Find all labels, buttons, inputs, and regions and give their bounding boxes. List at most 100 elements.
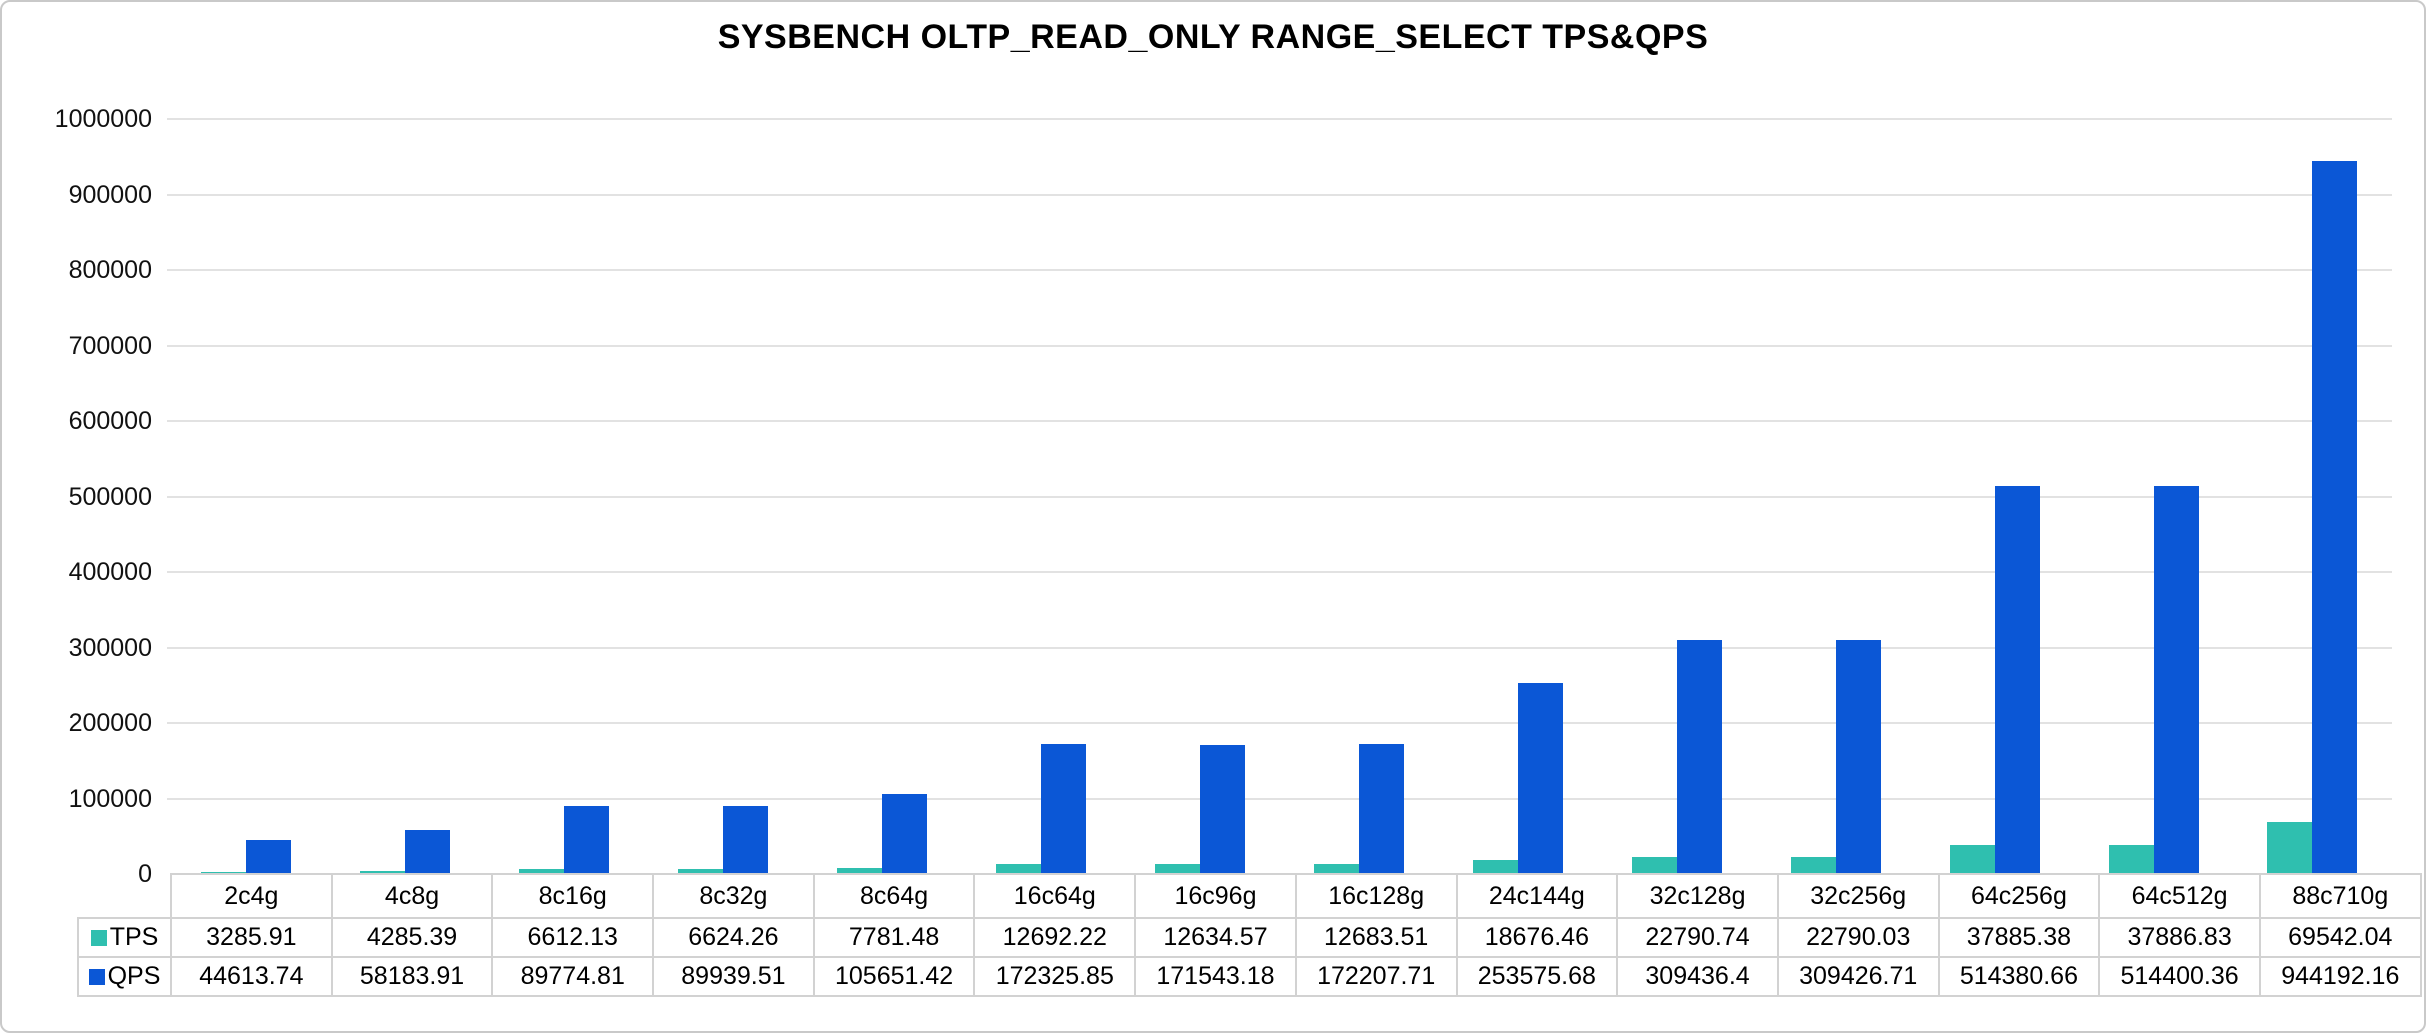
gridline — [167, 797, 2392, 800]
value-tps-16c64g: 12692.22 — [973, 917, 1137, 958]
value-tps-16c96g: 12634.57 — [1134, 917, 1297, 958]
bar-group-88c710g — [2233, 119, 2392, 874]
bar-group-32c256g — [1756, 119, 1915, 874]
bar-group-8c32g — [644, 119, 803, 874]
table-header-2c4g: 2c4g — [170, 873, 333, 919]
bar-qps-2c4g — [246, 840, 292, 874]
plot-area — [167, 118, 2392, 874]
bar-tps-4c8g — [360, 870, 406, 874]
y-axis: 0 100000 200000 300000 400000 500000 600000 700… — [2, 105, 152, 888]
table-header-32c256g: 32c256g — [1776, 873, 1940, 919]
bar-tps-64c256g — [1949, 845, 1995, 874]
value-tps-2c4g: 3285.91 — [170, 917, 333, 958]
value-qps-8c16g: 89774.81 — [491, 956, 655, 997]
table-header-16c128g: 16c128g — [1294, 873, 1458, 919]
value-qps-8c32g: 89939.51 — [652, 956, 815, 997]
table-row-tps: TPS 3285.91 4285.39 6612.13 6624.26 7781.48 12… — [77, 917, 2422, 958]
bar-tps-16c96g — [1154, 864, 1200, 874]
bar-tps-8c32g — [678, 869, 724, 874]
table-header-8c64g: 8c64g — [812, 873, 976, 919]
gridline — [167, 193, 2392, 196]
value-tps-8c64g: 7781.48 — [812, 917, 976, 958]
table-header-64c256g: 64c256g — [1937, 873, 2101, 919]
value-tps-24c144g: 18676.46 — [1455, 917, 1619, 958]
value-tps-4c8g: 4285.39 — [330, 917, 494, 958]
bar-tps-24c144g — [1472, 859, 1518, 874]
table-header-88c710g: 88c710g — [2258, 873, 2422, 919]
data-table-body: 2c4g 4c8g 8c16g 8c32g 8c64g 16c64g 16c96g 16c12… — [77, 873, 2422, 997]
legend-cell-tps: TPS — [77, 917, 172, 958]
table-row-qps: QPS 44613.74 58183.91 89774.81 89939.51 10565… — [77, 956, 2422, 997]
bar-qps-8c64g — [882, 794, 928, 874]
gridline — [167, 571, 2392, 573]
bar-group-4c8g — [326, 119, 485, 874]
qps-legend-label: QPS — [107, 962, 161, 990]
y-tick-label: 800000 — [68, 256, 152, 284]
value-qps-2c4g: 44613.74 — [170, 956, 333, 997]
bar-tps-8c16g — [519, 869, 565, 874]
value-qps-16c96g: 171543.18 — [1134, 956, 1297, 997]
bar-qps-32c256g — [1835, 640, 1881, 874]
value-qps-88c710g: 944192.16 — [2258, 956, 2422, 997]
bar-tps-64c512g — [2108, 845, 2154, 874]
bar-group-8c64g — [803, 119, 962, 874]
table-corner-cell — [78, 874, 171, 918]
bar-tps-2c4g — [201, 871, 247, 874]
table-header-8c32g: 8c32g — [652, 873, 815, 919]
bar-qps-8c16g — [564, 806, 610, 874]
y-tick-label: 500000 — [68, 482, 152, 511]
value-qps-24c144g: 253575.68 — [1455, 956, 1619, 997]
y-tick-label: 600000 — [68, 407, 152, 435]
bar-qps-4c8g — [405, 830, 451, 874]
gridline — [167, 722, 2392, 724]
table-header-32c128g: 32c128g — [1616, 873, 1779, 919]
data-table: 2c4g 4c8g 8c16g 8c32g 8c64g 16c64g 16c96g 16c12… — [77, 873, 2422, 997]
value-qps-16c64g: 172325.85 — [973, 956, 1137, 997]
legend-cell-qps: QPS — [77, 956, 172, 997]
bar-tps-32c128g — [1631, 856, 1677, 874]
qps-legend-swatch — [88, 969, 105, 985]
bar-tps-32c256g — [1790, 856, 1836, 874]
bar-group-16c96g — [1121, 119, 1280, 874]
bar-tps-8c64g — [837, 868, 883, 874]
bar-group-16c64g — [962, 119, 1121, 874]
bar-qps-64c256g — [1994, 485, 2040, 874]
value-qps-16c128g: 172207.71 — [1294, 956, 1458, 997]
gridline — [167, 269, 2392, 271]
value-tps-32c128g: 22790.74 — [1616, 917, 1779, 958]
table-header-16c96g: 16c96g — [1134, 873, 1297, 919]
value-qps-64c256g: 514380.66 — [1937, 956, 2101, 997]
bar-qps-64c512g — [2153, 485, 2199, 874]
tps-legend-swatch — [90, 930, 107, 946]
bar-group-24c144g — [1438, 119, 1597, 874]
value-tps-32c256g: 22790.03 — [1776, 917, 1940, 958]
bar-qps-32c128g — [1676, 640, 1722, 874]
gridline — [167, 344, 2392, 347]
bar-tps-88c710g — [2267, 821, 2313, 874]
tps-legend-label: TPS — [109, 923, 159, 951]
value-qps-64c512g: 514400.36 — [2098, 956, 2261, 997]
value-qps-32c128g: 309436.4 — [1616, 956, 1779, 997]
y-tick-label: 900000 — [68, 180, 152, 209]
bar-qps-8c32g — [723, 806, 769, 874]
value-qps-8c64g: 105651.42 — [812, 956, 976, 997]
gridline — [167, 420, 2392, 422]
gridline — [167, 646, 2392, 649]
chart-title: SYSBENCH OLTP_READ_ONLY RANGE_SELECT TPS… — [717, 18, 1709, 56]
value-tps-88c710g: 69542.04 — [2258, 917, 2422, 958]
bar-tps-16c128g — [1313, 864, 1359, 874]
value-tps-16c128g: 12683.51 — [1294, 917, 1458, 958]
table-header-64c512g: 64c512g — [2098, 873, 2261, 919]
bar-group-2c4g — [167, 119, 326, 874]
value-tps-8c32g: 6624.26 — [652, 917, 815, 958]
gridline — [167, 495, 2392, 498]
bar-qps-16c96g — [1199, 744, 1245, 874]
y-tick-label: 100000 — [68, 784, 152, 813]
value-tps-64c256g: 37885.38 — [1937, 917, 2101, 958]
table-header-4c8g: 4c8g — [330, 873, 494, 919]
value-tps-64c512g: 37886.83 — [2098, 917, 2261, 958]
y-tick-label: 700000 — [68, 331, 152, 360]
bar-group-64c512g — [2074, 119, 2233, 874]
value-qps-4c8g: 58183.91 — [330, 956, 494, 997]
